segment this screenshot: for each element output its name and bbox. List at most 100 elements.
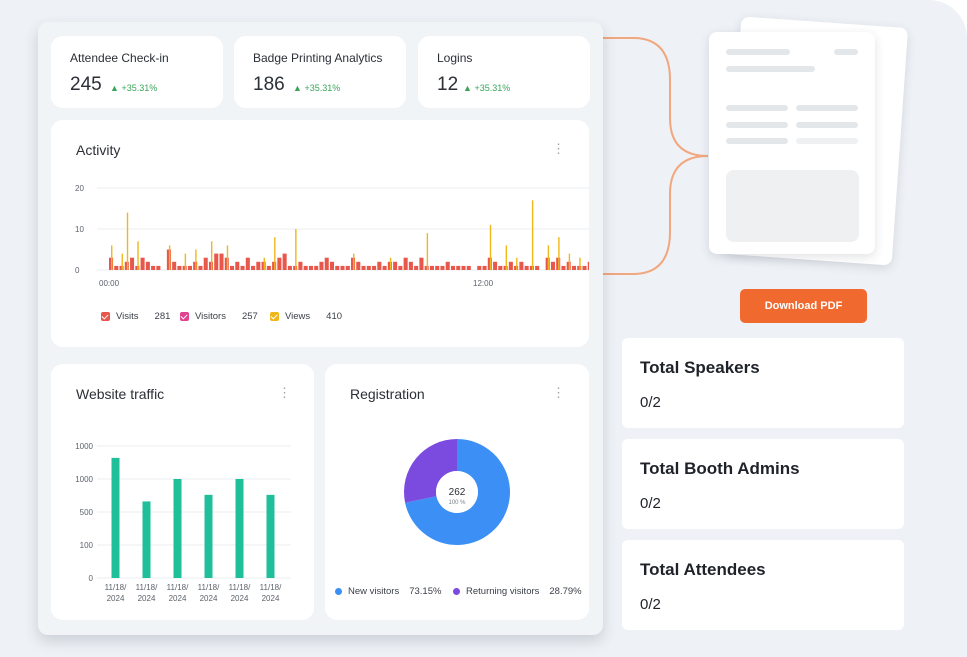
views-bar <box>489 224 492 270</box>
visits-bar <box>151 265 156 270</box>
visits-bar <box>545 257 550 270</box>
visits-bar <box>450 265 456 270</box>
views-bar <box>505 245 507 270</box>
x-tick-label: 2024 <box>262 594 280 603</box>
visits-bar <box>140 257 145 270</box>
views-bar <box>263 257 265 270</box>
views-bar <box>389 257 392 270</box>
legend-dot-icon <box>335 588 342 595</box>
trend-up-icon: ▲ <box>293 83 302 93</box>
x-tick-label: 2024 <box>138 594 156 603</box>
visits-bar <box>198 265 203 270</box>
x-tick-label: 11/18/ <box>167 583 189 592</box>
traffic-bar <box>266 494 275 578</box>
legend-new-visitors[interactable]: New visitors 73.15% <box>335 586 441 597</box>
visits-bar <box>145 261 150 270</box>
website-traffic-title: Website traffic <box>76 386 165 402</box>
visits-bar <box>440 265 445 270</box>
views-bar <box>111 245 113 270</box>
y-tick-label: 0 <box>75 266 80 275</box>
visits-bar <box>214 253 219 270</box>
views-bar <box>426 233 429 270</box>
download-pdf-button[interactable]: Download PDF <box>740 289 867 323</box>
visits-bar <box>235 261 240 270</box>
views-bar <box>210 241 213 270</box>
visits-bar <box>256 261 261 270</box>
visits-bar <box>329 261 335 270</box>
side-card-value: 0/2 <box>640 495 661 512</box>
x-tick-label: 11/18/ <box>136 583 158 592</box>
legend-pct: 73.15% <box>409 586 442 597</box>
x-tick-label: 11/18/ <box>198 583 220 592</box>
visits-bar <box>435 265 440 270</box>
visits-bar <box>587 261 589 270</box>
trend-up-icon: ▲ <box>463 83 472 93</box>
views-bar <box>137 241 139 270</box>
legend-label: New visitors <box>348 586 400 597</box>
more-options-icon[interactable]: ⋮ <box>278 385 291 400</box>
visits-bar <box>466 265 471 270</box>
visits-bar <box>498 265 503 270</box>
views-bar <box>353 253 355 270</box>
legend-returning-visitors[interactable]: Returning visitors 28.79% <box>453 586 582 597</box>
visits-bar <box>340 265 345 270</box>
visits-bar <box>335 265 340 270</box>
y-tick-label: 500 <box>80 508 94 517</box>
side-card-title: Total Booth Admins <box>640 459 800 478</box>
x-tick-label: 2024 <box>231 594 249 603</box>
visits-bar <box>535 265 540 270</box>
legend-label: Visits <box>116 311 139 322</box>
visits-bar <box>403 257 408 270</box>
visits-bar <box>303 265 308 270</box>
visits-bar <box>245 257 250 270</box>
website-traffic-chart: 10001000500100011/18/202411/18/202411/18… <box>75 442 291 603</box>
visits-bar <box>187 265 192 270</box>
visits-bar <box>345 265 350 270</box>
visits-bar <box>493 261 498 270</box>
legend-visitors[interactable]: Visitors 257 <box>180 311 258 322</box>
activity-chart: 20 10 0 00:00 12:00 <box>75 184 589 288</box>
y-tick-label: 1000 <box>75 475 93 484</box>
visits-bar <box>366 265 371 270</box>
y-tick-label: 0 <box>89 574 94 583</box>
traffic-bar <box>173 479 182 578</box>
more-options-icon[interactable]: ⋮ <box>552 141 565 156</box>
y-tick-label: 20 <box>75 184 84 193</box>
document-preview-icon <box>709 32 875 254</box>
visits-bar <box>377 261 382 270</box>
legend-visits[interactable]: Visits 281 <box>101 311 170 322</box>
donut-slice <box>405 439 510 545</box>
stat-value: 186 <box>253 74 285 95</box>
visits-bar <box>582 265 587 270</box>
stat-card-checkin: Attendee Check-in 245 ▲ +35.31% <box>51 36 223 108</box>
stat-label: Badge Printing Analytics <box>253 51 383 65</box>
visits-bar <box>456 265 461 270</box>
visits-bar <box>519 261 524 270</box>
views-bar <box>568 253 571 270</box>
legend-pct: 28.79% <box>549 586 582 597</box>
visits-bar <box>561 265 566 270</box>
donut-slice <box>404 439 457 503</box>
registration-donut-chart: 262 100 % <box>404 439 510 545</box>
stat-label: Logins <box>437 51 473 65</box>
legend-views[interactable]: Views 410 <box>270 311 342 322</box>
total-attendees-card: Total Attendees 0/2 <box>622 540 904 630</box>
legend-count: 257 <box>241 311 258 322</box>
visits-bar <box>261 261 266 270</box>
more-options-icon[interactable]: ⋮ <box>552 385 565 400</box>
visits-bar <box>414 265 419 270</box>
visits-bar <box>114 265 119 270</box>
views-bar <box>558 237 560 270</box>
visits-bar <box>382 265 387 270</box>
website-traffic-card: Website traffic ⋮ 1000 1000 500 100 0 11/18/2… <box>51 364 314 620</box>
views-bar <box>516 257 518 270</box>
registration-title: Registration <box>350 386 425 402</box>
dashboard-panel: Attendee Check-in 245 ▲ +35.31% Badge Pr… <box>38 22 603 635</box>
visits-bar <box>119 265 124 270</box>
side-card-value: 0/2 <box>640 394 661 411</box>
total-speakers-card: Total Speakers 0/2 <box>622 338 904 428</box>
visits-bar <box>166 249 171 270</box>
visits-bar <box>240 265 245 270</box>
donut-center <box>436 471 478 513</box>
legend-label: Returning visitors <box>466 586 540 597</box>
